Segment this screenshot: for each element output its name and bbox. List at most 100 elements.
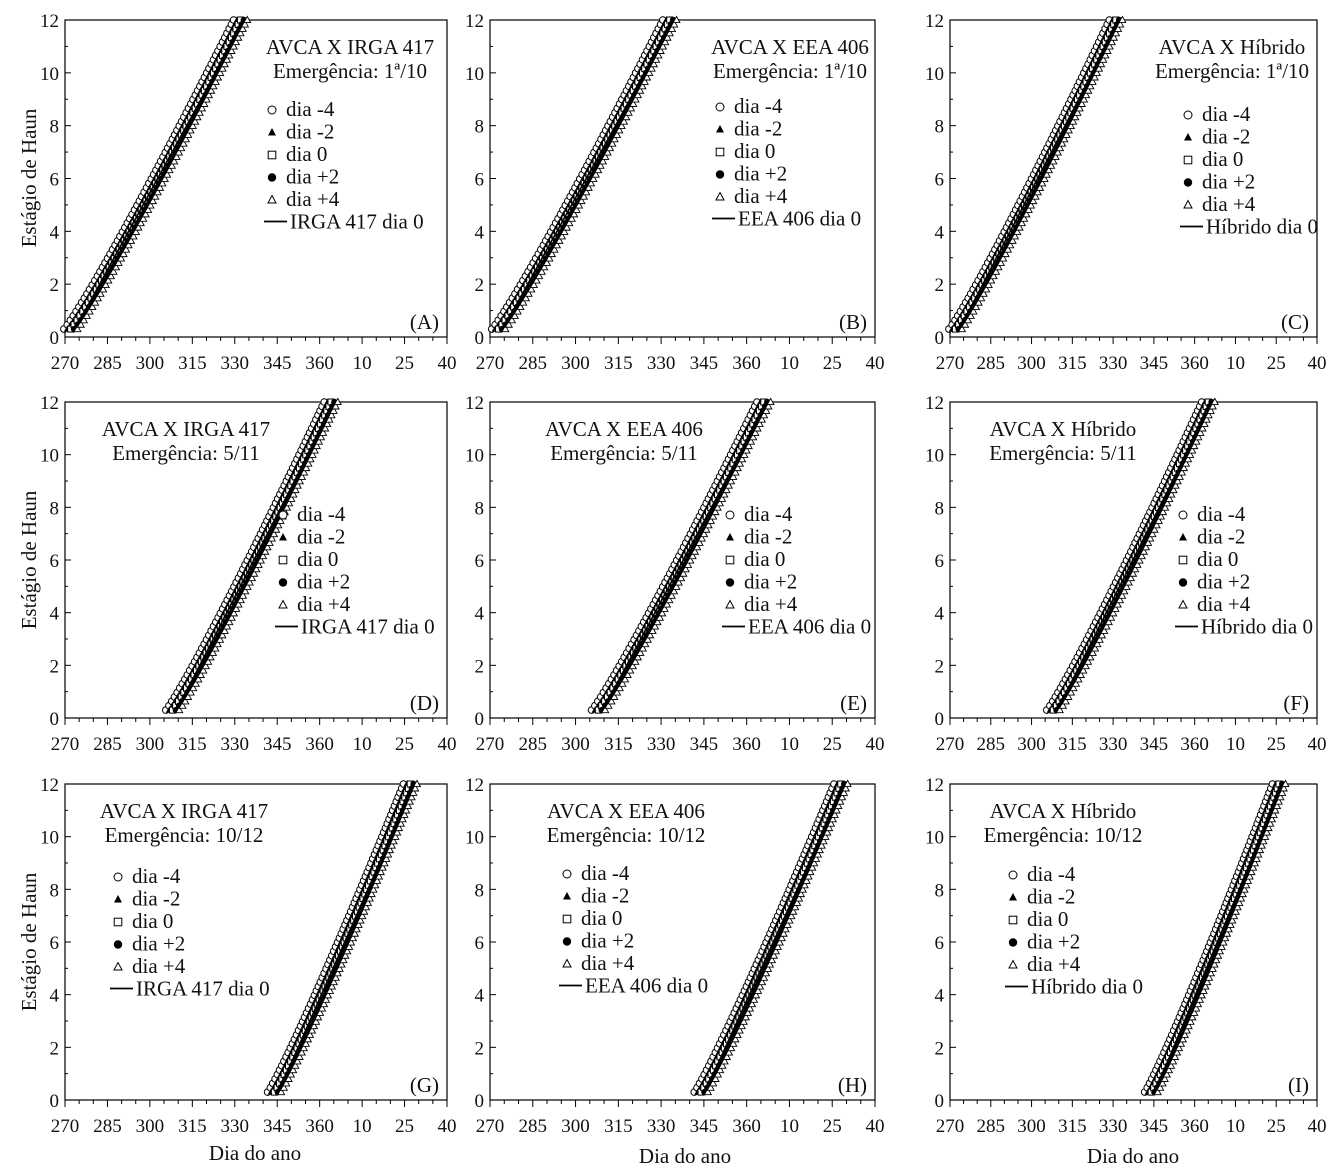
x-tick-label: 315 [604,734,633,755]
point-dia-plus4 [1274,797,1283,805]
y-tick-label: 4 [475,604,485,625]
point-dia-plus4 [1026,200,1036,209]
point-dia-plus4 [1071,112,1080,121]
point-dia-plus4 [604,701,613,709]
point-dia-plus4 [267,533,276,542]
point-dia-plus4 [713,503,722,511]
point-dia-plus4 [337,959,346,968]
point-dia-plus4 [594,165,603,174]
x-tick-label: 300 [561,353,590,374]
point-dia-plus4 [1171,481,1180,489]
point-dia-plus4 [211,77,220,85]
x-tick-label: 285 [519,353,548,374]
series-line-cultivar [957,19,1121,333]
point-dia-plus4 [777,933,786,942]
point-dia-plus4 [783,920,792,928]
point-dia-plus4 [371,880,380,889]
point-dia-plus4 [158,178,167,187]
legend-label: dia +4 [132,954,186,978]
point-dia-plus4 [636,86,645,94]
point-dia-plus4 [676,573,686,582]
x-tick-label: 345 [690,734,719,755]
legend-symbol-open-square [1178,555,1188,565]
point-dia-plus4 [658,41,668,50]
point-dia-plus4 [1103,46,1112,54]
point-dia-plus4 [200,99,209,107]
point-dia-plus4 [1226,920,1235,928]
panel-letter: (C) [1281,310,1309,334]
point-dia-plus4 [252,564,261,573]
panel-title: AVCA X EEA 406 [547,799,705,823]
point-dia-plus4 [1215,946,1225,955]
panel-letter: (B) [839,310,867,334]
point-dia-plus4 [977,293,986,302]
point-dia-plus4 [204,657,213,665]
point-dia-plus4 [331,973,340,981]
point-dia-plus4 [365,893,374,902]
point-dia-plus4 [1190,441,1199,450]
point-dia-plus4 [697,533,706,542]
point-dia-plus4 [808,863,817,871]
panel-A: 0 2 4 6 8 10 12 270 285 300 315 330 345 360 10 25 40 AVCA… [40,11,457,374]
point-dia-plus4 [711,1074,720,1082]
point-dia-plus4 [109,267,118,275]
y-axis-label: Estágio de Haun [17,490,41,629]
point-dia-plus4 [688,551,697,560]
point-dia-plus4 [389,836,398,845]
point-dia-plus4 [1200,419,1209,428]
point-dia-plus4 [1109,608,1118,617]
x-tick-label: 300 [1017,734,1046,755]
x-tick-label: 10 [780,1116,799,1137]
point-dia-plus4 [823,827,832,836]
point-dia-plus4 [557,231,567,240]
point-dia-plus4 [646,630,655,639]
point-dia-plus4 [979,289,988,297]
point-dia-plus4 [311,1017,321,1025]
legend-label: EEA 406 dia 0 [585,974,708,998]
legend-label: EEA 406 dia 0 [738,207,861,231]
legend-label: dia 0 [286,142,327,166]
point-dia-plus4 [608,139,617,147]
point-dia-plus4 [163,170,172,178]
x-tick-label: 270 [476,353,505,374]
point-dia-plus4 [660,604,669,612]
point-dia-plus4 [629,99,638,107]
point-dia-plus4 [119,249,128,258]
point-dia-plus4 [1249,863,1258,871]
point-dia-plus4 [1165,494,1174,502]
y-tick-label: 6 [935,170,945,191]
point-dia-plus4 [567,214,576,222]
point-dia-plus4 [1231,907,1240,915]
x-tick-label: 345 [263,1116,292,1137]
y-tick-label: 10 [925,828,944,849]
y-tick-label: 12 [40,393,59,414]
point-dia-plus4 [693,542,702,551]
point-dia-plus4 [1064,692,1073,700]
point-dia-plus4 [810,858,819,867]
y-tick-label: 8 [475,880,485,901]
legend-symbol-filled-triangle [279,533,287,541]
x-tick-label: 10 [353,1116,372,1137]
point-dia-plus4 [88,302,97,311]
point-dia-plus4 [800,880,809,889]
y-tick-label: 6 [475,933,485,954]
legend-label: dia +2 [734,162,787,186]
point-dia-plus4 [308,450,317,458]
y-tick-label: 2 [475,275,485,296]
x-tick-label: 345 [690,1116,719,1137]
legend-symbol-open-circle [278,510,288,520]
point-dia-plus4 [213,639,222,648]
point-dia-plus4 [1162,1069,1172,1078]
x-tick-label: 300 [561,734,590,755]
point-dia-plus4 [312,441,321,450]
legend-symbol-filled-circle [113,940,123,949]
point-dia-plus4 [380,858,389,867]
point-dia-plus4 [562,222,572,231]
point-dia-plus4 [155,183,165,191]
point-dia-plus4 [524,289,533,297]
x-axis-label: Dia do ano [639,1144,731,1168]
point-dia-plus4 [243,582,252,590]
point-dia-plus4 [504,320,513,328]
point-dia-plus4 [286,1069,296,1078]
